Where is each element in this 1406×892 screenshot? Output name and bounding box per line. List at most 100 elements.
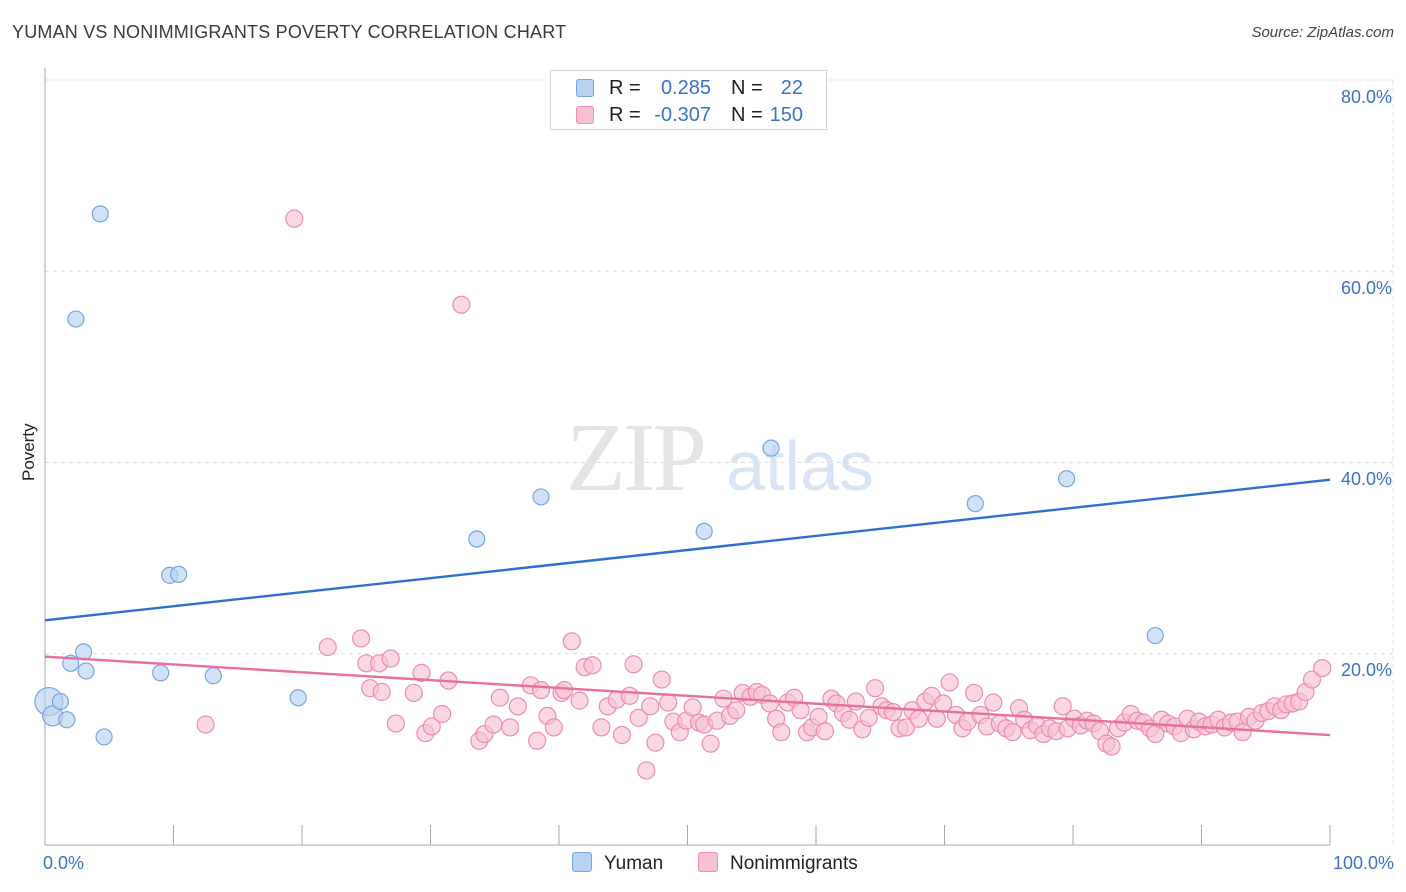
nonimmigrants-point xyxy=(372,682,391,702)
nonimmigrants-point xyxy=(531,680,551,700)
nonimmigrants-point xyxy=(422,717,441,736)
yuman-swatch xyxy=(576,79,594,97)
nonimmigrants-point xyxy=(1302,670,1322,689)
nonimmigrants-point xyxy=(501,718,520,737)
yuman-point xyxy=(1057,470,1076,488)
nonimmigrants-point xyxy=(1313,658,1332,678)
nonimmigrants-point xyxy=(1003,723,1022,742)
n-value: 22 xyxy=(780,77,803,99)
nonimmigrants-point xyxy=(381,649,400,668)
nonimmigrants-point xyxy=(652,670,671,689)
correlation-legend: R = 0.285 N = 22 R = -0.307 N = 150 xyxy=(550,70,827,130)
nonimmigrants-point xyxy=(583,656,602,675)
r-label: R = xyxy=(609,77,641,99)
yuman-point xyxy=(67,310,85,328)
nonimmigrants-point xyxy=(1053,697,1072,716)
nonimmigrants-legend-swatch xyxy=(698,852,718,872)
nonimmigrants-point xyxy=(318,637,337,657)
nonimmigrants-point xyxy=(727,701,746,720)
nonimmigrants-point xyxy=(1102,737,1121,756)
yuman-point xyxy=(1146,626,1164,645)
source-credit: Source: ZipAtlas.com xyxy=(1251,24,1394,41)
yuman-trendline xyxy=(44,478,1331,622)
nonimmigrants-point xyxy=(528,731,547,750)
n-label: N = xyxy=(731,77,763,99)
watermark: ZIP atlas xyxy=(566,404,874,512)
r-label: R = xyxy=(609,104,641,126)
nonimmigrants-point xyxy=(866,679,885,698)
y-tick-label-20: 20.0% xyxy=(1340,660,1392,680)
nonimmigrants-point xyxy=(352,629,371,648)
nonimmigrants-swatch xyxy=(576,106,594,124)
nonimmigrants-point xyxy=(285,209,304,228)
nonimmigrants-point xyxy=(484,715,503,734)
nonimmigrants-point xyxy=(432,704,452,724)
nonimmigrants-point xyxy=(412,663,431,682)
yuman-point xyxy=(468,530,486,548)
yuman-point xyxy=(58,711,76,729)
nonimmigrants-point xyxy=(404,683,423,703)
bottom-legend-nonimmigrants: Nonimmigrants xyxy=(698,852,858,875)
nonimmigrants-point xyxy=(909,709,928,728)
yuman-point xyxy=(95,728,113,746)
nonimmigrants-point xyxy=(772,723,791,742)
nonimmigrants-point xyxy=(490,688,509,707)
yuman-point xyxy=(289,689,307,707)
yuman-points xyxy=(34,205,1164,746)
nonimmigrants-point xyxy=(940,673,959,692)
nonimmigrants-points xyxy=(196,209,1332,780)
yuman-point xyxy=(762,439,780,457)
nonimmigrants-point xyxy=(840,710,859,729)
nonimmigrants-point xyxy=(701,734,720,753)
nonimmigrants-point xyxy=(646,733,665,752)
nonimmigrants-point xyxy=(883,702,903,722)
legend-row-yuman: R = 0.285 N = 22 xyxy=(551,75,826,101)
nonimmigrants-point xyxy=(452,295,471,314)
n-value: 150 xyxy=(769,104,803,126)
yuman-point xyxy=(152,664,170,682)
nonimmigrants-point xyxy=(508,697,527,716)
nonimmigrants-point xyxy=(659,693,678,712)
nonimmigrants-point xyxy=(555,680,574,700)
yuman-point xyxy=(966,495,984,513)
yuman-legend-swatch xyxy=(572,852,592,872)
yuman-point xyxy=(204,667,222,685)
n-label: N = xyxy=(731,104,763,126)
chart-title: YUMAN VS NONIMMIGRANTS POVERTY CORRELATI… xyxy=(12,22,567,42)
yuman-point xyxy=(695,522,713,540)
yuman-point xyxy=(77,662,95,680)
nonimmigrants-point xyxy=(964,683,984,703)
nonimmigrants-point xyxy=(624,655,643,674)
nonimmigrants-point xyxy=(984,693,1003,712)
x-tick-label-min: 0.0% xyxy=(43,853,85,873)
watermark-atlas: atlas xyxy=(726,427,874,505)
y-tick-label-60: 60.0% xyxy=(1340,278,1392,298)
nonimmigrants-point xyxy=(896,718,916,737)
nonimmigrants-point xyxy=(629,708,648,727)
nonimmigrants-point xyxy=(927,709,946,728)
r-value: -0.307 xyxy=(654,104,711,126)
nonimmigrants-point xyxy=(562,632,581,651)
yuman-point xyxy=(170,565,188,583)
y-tick-label-40: 40.0% xyxy=(1340,469,1392,489)
trendlines xyxy=(44,478,1331,737)
yuman-legend-label: Yuman xyxy=(604,853,664,874)
nonimmigrants-point xyxy=(592,718,611,737)
nonimmigrants-point xyxy=(570,691,589,710)
watermark-zip: ZIP xyxy=(566,404,704,512)
yuman-point xyxy=(51,692,70,711)
nonimmigrants-point xyxy=(196,715,215,734)
nonimmigrants-point xyxy=(859,708,878,727)
nonimmigrants-point xyxy=(760,694,779,713)
nonimmigrants-point xyxy=(637,761,656,780)
nonimmigrants-point xyxy=(1233,723,1252,742)
y-tick-label-80: 80.0% xyxy=(1340,87,1392,107)
bottom-legend-yuman: Yuman xyxy=(572,852,663,875)
nonimmigrants-point xyxy=(620,686,639,705)
nonimmigrants-point xyxy=(386,714,405,733)
x-tick-label-max: 100.0% xyxy=(1332,853,1394,873)
nonimmigrants-point xyxy=(683,698,702,717)
r-value: 0.285 xyxy=(660,77,711,99)
nonimmigrants-point xyxy=(641,697,660,716)
